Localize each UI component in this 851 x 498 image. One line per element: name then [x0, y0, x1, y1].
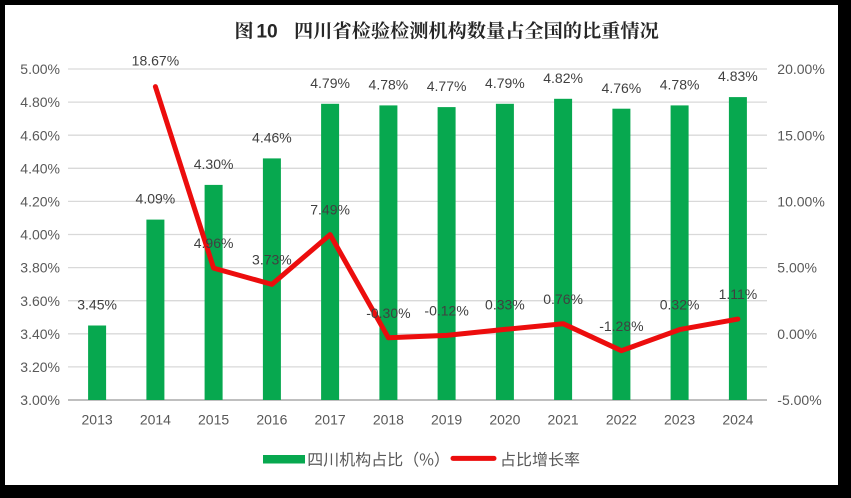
svg-text:-1.28%: -1.28%: [599, 318, 643, 334]
svg-text:0.76%: 0.76%: [543, 291, 583, 307]
svg-text:2013: 2013: [82, 412, 113, 428]
svg-text:0.32%: 0.32%: [660, 297, 700, 313]
svg-text:3.45%: 3.45%: [77, 297, 117, 313]
svg-text:3.40%: 3.40%: [20, 326, 60, 342]
svg-text:1.11%: 1.11%: [719, 286, 758, 302]
svg-text:3.20%: 3.20%: [20, 359, 60, 375]
svg-text:4.83%: 4.83%: [718, 68, 758, 84]
svg-text:4.82%: 4.82%: [543, 70, 583, 86]
svg-text:18.67%: 18.67%: [132, 53, 179, 69]
svg-text:4.60%: 4.60%: [20, 127, 60, 143]
svg-text:4.96%: 4.96%: [194, 235, 234, 251]
svg-text:4.46%: 4.46%: [252, 130, 292, 146]
svg-text:4.09%: 4.09%: [136, 191, 176, 207]
svg-text:0.00%: 0.00%: [777, 326, 817, 342]
svg-text:0.33%: 0.33%: [485, 297, 525, 313]
svg-text:4.79%: 4.79%: [310, 75, 350, 91]
svg-text:4.76%: 4.76%: [602, 80, 642, 96]
svg-text:-0.12%: -0.12%: [424, 303, 468, 319]
svg-text:4.79%: 4.79%: [485, 75, 525, 91]
svg-text:4.78%: 4.78%: [369, 77, 409, 93]
svg-text:4.30%: 4.30%: [194, 156, 234, 172]
svg-text:2024: 2024: [722, 412, 753, 428]
svg-text:2022: 2022: [606, 412, 637, 428]
svg-text:10.00%: 10.00%: [777, 194, 824, 210]
svg-text:4.78%: 4.78%: [660, 77, 700, 93]
svg-text:2016: 2016: [256, 412, 287, 428]
svg-text:2017: 2017: [315, 412, 346, 428]
svg-text:3.73%: 3.73%: [252, 252, 292, 268]
svg-text:4.00%: 4.00%: [20, 227, 60, 243]
svg-text:4.77%: 4.77%: [427, 78, 467, 94]
svg-text:4.40%: 4.40%: [20, 160, 60, 176]
svg-text:-0.30%: -0.30%: [366, 305, 410, 321]
svg-text:-5.00%: -5.00%: [777, 392, 821, 408]
svg-text:5.00%: 5.00%: [777, 260, 817, 276]
svg-text:2021: 2021: [548, 412, 579, 428]
svg-text:3.00%: 3.00%: [20, 392, 60, 408]
svg-text:2015: 2015: [198, 412, 229, 428]
svg-text:3.60%: 3.60%: [20, 293, 60, 309]
svg-text:2014: 2014: [140, 412, 171, 428]
svg-text:5.00%: 5.00%: [20, 61, 60, 77]
svg-text:10: 10: [256, 22, 277, 43]
svg-text:3.80%: 3.80%: [20, 260, 60, 276]
svg-text:2019: 2019: [431, 412, 462, 428]
svg-text:15.00%: 15.00%: [777, 127, 824, 143]
svg-text:4.20%: 4.20%: [20, 194, 60, 210]
svg-text:4.80%: 4.80%: [20, 94, 60, 110]
svg-text:2020: 2020: [489, 412, 520, 428]
svg-text:2023: 2023: [664, 412, 695, 428]
svg-text:2018: 2018: [373, 412, 404, 428]
svg-text:7.49%: 7.49%: [310, 202, 350, 218]
svg-text:20.00%: 20.00%: [777, 61, 824, 77]
